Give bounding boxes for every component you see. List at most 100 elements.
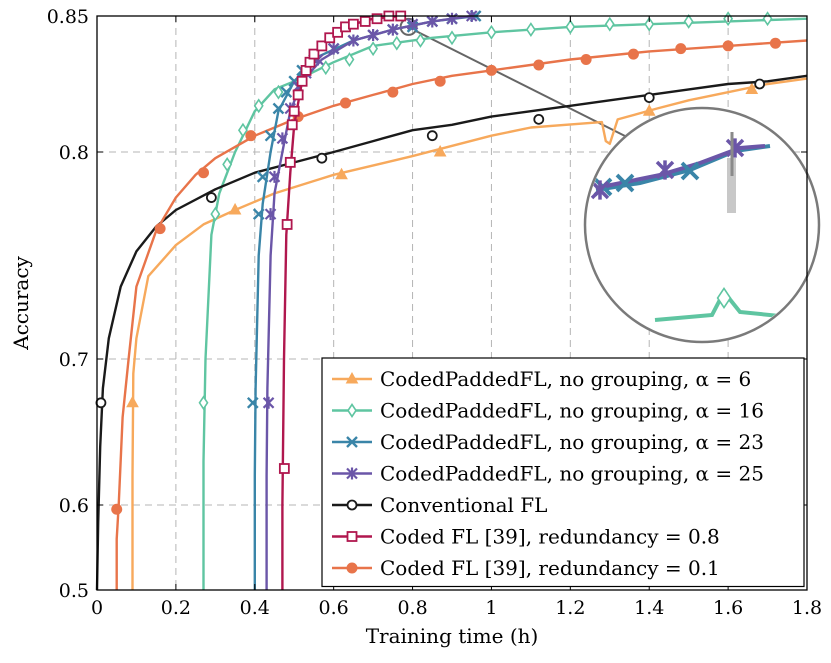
- data-point: [264, 208, 277, 221]
- data-point: [486, 24, 497, 40]
- data-point: [347, 18, 359, 30]
- data-point: [580, 54, 592, 66]
- legend-box: [321, 357, 805, 588]
- data-point: [344, 52, 355, 67]
- data-point: [359, 16, 371, 27]
- legend-label: CodedPaddedFL, no grouping, α = 16: [380, 399, 764, 423]
- data-point: [288, 105, 300, 117]
- data-point: [675, 43, 687, 55]
- data-point: [340, 97, 351, 109]
- data-point: [387, 23, 399, 36]
- data-point: [680, 161, 700, 181]
- zoom-content: [590, 132, 801, 322]
- data-point: [367, 29, 379, 42]
- data-point: [346, 562, 358, 574]
- data-point: [347, 34, 360, 47]
- data-point: [95, 397, 107, 409]
- data-point: [228, 202, 242, 215]
- data-point: [198, 395, 209, 411]
- data-point: [745, 82, 759, 94]
- legend-label: Coded FL [39], redundancy = 0.1: [380, 556, 720, 580]
- legend-entry: Coded FL [39], redundancy = 0.8: [332, 525, 720, 549]
- data-point: [210, 206, 221, 222]
- data-point: [154, 223, 166, 235]
- data-point: [324, 32, 336, 44]
- data-point: [565, 19, 576, 35]
- series-6: [278, 10, 407, 590]
- data-point: [264, 129, 277, 142]
- data-point: [643, 92, 655, 103]
- series-1: [126, 77, 808, 590]
- data-point: [345, 371, 359, 384]
- data-point: [276, 132, 289, 145]
- x-tick-label: 0: [91, 597, 103, 619]
- data-point: [332, 26, 344, 38]
- data-point: [111, 503, 123, 515]
- data-point: [644, 16, 655, 32]
- legend-label: CodedPaddedFL, no grouping, α = 25: [380, 462, 764, 486]
- x-tick-label: 0.2: [161, 597, 191, 619]
- x-tick-label: 0.6: [319, 597, 349, 619]
- series-line: [131, 77, 808, 590]
- data-point: [346, 436, 358, 448]
- data-point: [126, 395, 139, 408]
- data-point: [368, 41, 379, 57]
- data-point: [725, 138, 745, 158]
- data-point: [316, 40, 328, 52]
- data-point: [222, 156, 233, 172]
- data-point: [205, 192, 217, 203]
- series-5: [95, 74, 808, 591]
- legend-entry: Coded FL [39], redundancy = 0.1: [332, 556, 720, 580]
- data-point: [627, 48, 639, 60]
- data-point: [256, 170, 269, 183]
- data-point: [762, 11, 773, 27]
- legend-entry: CodedPaddedFL, no grouping, α = 23: [332, 430, 764, 454]
- data-point: [246, 396, 259, 409]
- data-point: [198, 167, 209, 179]
- zoom-connector: [415, 29, 628, 138]
- data-point: [434, 75, 446, 87]
- data-point: [272, 102, 285, 115]
- data-point: [320, 60, 331, 76]
- data-point: [655, 160, 675, 180]
- data-point: [590, 180, 610, 200]
- y-tick-label: 0.85: [47, 6, 89, 28]
- data-point: [346, 499, 358, 511]
- data-point: [754, 78, 766, 90]
- data-point: [346, 467, 358, 480]
- legend-label: Coded FL [39], redundancy = 0.8: [380, 525, 720, 549]
- data-point: [284, 156, 296, 168]
- data-point: [415, 33, 426, 48]
- legend-entry: CodedPaddedFL, no grouping, α = 6: [332, 367, 751, 391]
- data-point: [722, 40, 734, 52]
- data-point: [280, 86, 293, 99]
- data-point: [391, 35, 402, 51]
- x-tick-label: 0.4: [240, 597, 270, 619]
- legend-label: CodedPaddedFL, no grouping, α = 6: [380, 367, 751, 391]
- legend-entry: Conventional FL: [332, 493, 547, 517]
- data-point: [387, 86, 399, 98]
- zoom-highlight-bar: [727, 158, 736, 213]
- data-point: [335, 167, 348, 180]
- data-point: [769, 37, 781, 49]
- data-point: [716, 286, 732, 310]
- zoom-line: [595, 144, 766, 190]
- data-point: [347, 403, 357, 418]
- data-point: [604, 16, 615, 32]
- y-tick-label: 0.8: [59, 142, 89, 164]
- y-tick-label: 0.5: [59, 580, 89, 602]
- data-point: [371, 13, 383, 25]
- data-point: [533, 113, 545, 125]
- series-lines: [95, 10, 808, 591]
- tick-labels: 0 0.2 0.4 0.6 0.8 1 1.2 1.4 1.6 1.8 0.5 0.6 0.7 0.8 0.…: [47, 6, 822, 619]
- data-point: [485, 64, 497, 76]
- y-tick-label: 0.7: [59, 349, 89, 371]
- data-point: [281, 219, 293, 230]
- plot-frame: [96, 15, 808, 591]
- data-point: [642, 104, 656, 116]
- data-point: [296, 75, 308, 87]
- data-point: [308, 48, 320, 60]
- data-point: [426, 15, 439, 28]
- legend: CodedPaddedFL, no grouping, α = 6 CodedPa…: [321, 357, 805, 588]
